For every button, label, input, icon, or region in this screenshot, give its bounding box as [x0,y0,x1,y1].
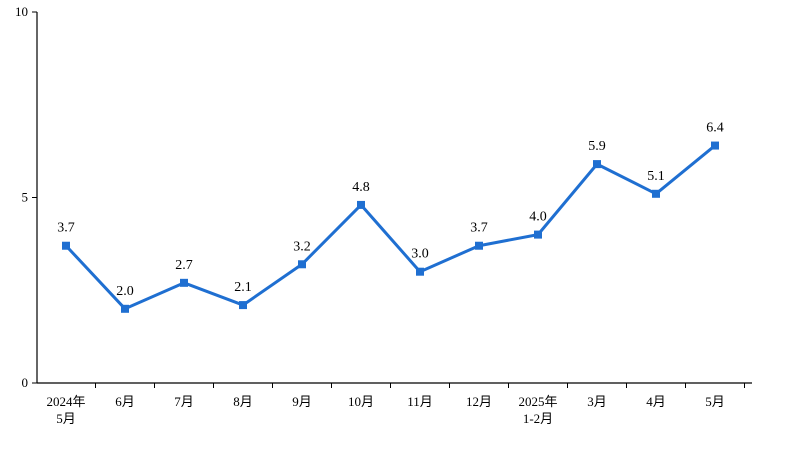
x-tick-label-line: 5月 [705,394,725,409]
x-tick-label: 5月 [705,394,725,409]
x-tick-label: 8月 [233,394,253,409]
x-tick-label: 7月 [174,394,194,409]
data-label: 5.1 [647,169,665,184]
data-point-marker [711,142,719,150]
y-tick-label: 5 [22,190,29,205]
data-label: 3.7 [470,221,488,236]
y-tick-label: 10 [15,4,28,19]
data-point-marker [357,201,365,209]
x-tick-label-line: 10月 [348,394,374,409]
x-tick-label-line: 1-2月 [523,411,553,426]
data-label: 4.0 [529,210,547,225]
data-point-marker [593,160,601,168]
data-label: 2.7 [175,258,193,273]
x-tick-label-line: 2024年 [46,394,85,409]
data-point-marker [652,190,660,198]
data-label: 6.4 [706,121,724,136]
data-label: 3.7 [57,221,75,236]
x-tick-label: 3月 [587,394,607,409]
x-tick-label: 2025年 1-2月 [518,394,557,426]
x-tick-label: 2024年 5月 [46,394,85,426]
x-tick-label: 4月 [646,394,666,409]
x-tick-label-line: 12月 [466,394,492,409]
labels-layer: 2024年 5月 6月 7月 8月 9月 10月 11月 12月 2025年 1-2月 3月 4月 5月 3… [46,121,724,426]
data-point-marker [239,301,247,309]
data-point-marker [534,231,542,239]
x-tick-label-line: 5月 [56,411,76,426]
x-tick-label-line: 4月 [646,394,666,409]
data-label: 2.1 [234,280,252,295]
data-label: 3.0 [411,247,429,262]
data-point-marker [475,242,483,250]
data-point-marker [298,260,306,268]
data-point-marker [416,268,424,276]
line-chart: 0 5 10 2024年 5月 6月 7月 8月 9月 10月 11月 12月 2025年 1-2月 3月… [0,0,785,447]
x-tick-label-line: 6月 [115,394,135,409]
x-tick-label-line: 11月 [407,394,433,409]
chart-container: 0 5 10 2024年 5月 6月 7月 8月 9月 10月 11月 12月 2025年 1-2月 3月… [0,0,785,447]
axes: 0 5 10 [15,4,752,390]
data-point-marker [180,279,188,287]
series-layer [62,142,719,313]
x-tick-label: 12月 [466,394,492,409]
y-tick-label: 0 [22,375,29,390]
x-tick-label: 11月 [407,394,433,409]
data-point-marker [121,305,129,313]
x-tick-label: 10月 [348,394,374,409]
data-point-marker [62,242,70,250]
x-tick-label: 6月 [115,394,135,409]
x-tick-label: 9月 [292,394,312,409]
x-tick-label-line: 9月 [292,394,312,409]
x-tick-label-line: 7月 [174,394,194,409]
data-label: 5.9 [588,139,606,154]
data-label: 4.8 [352,180,370,195]
data-label: 2.0 [116,284,134,299]
data-label: 3.2 [293,239,311,254]
series-line [66,146,715,309]
x-tick-label-line: 2025年 [518,394,557,409]
x-tick-label-line: 3月 [587,394,607,409]
x-tick-label-line: 8月 [233,394,253,409]
